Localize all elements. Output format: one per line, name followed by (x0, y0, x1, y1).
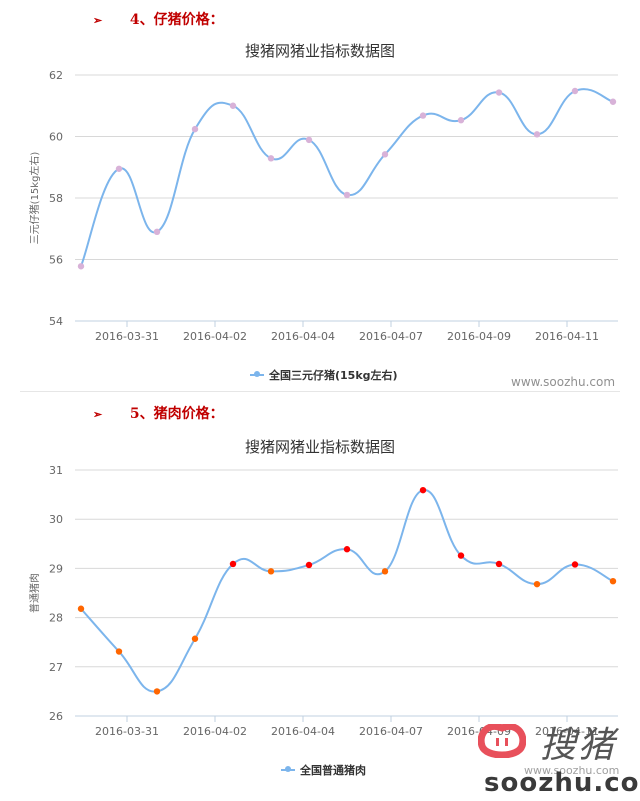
x-tick-label: 2016-04-04 (271, 725, 335, 738)
x-tick-label: 2016-03-31 (95, 725, 159, 738)
watermark-url-big: soozhu.com (484, 768, 640, 798)
y-tick-label: 60 (49, 131, 63, 144)
y-tick-label: 27 (49, 661, 63, 674)
data-point[interactable] (153, 688, 161, 695)
x-tick-label: 2016-04-07 (359, 725, 423, 738)
data-point[interactable] (609, 98, 617, 105)
section-divider (20, 391, 620, 392)
data-point[interactable] (229, 560, 237, 568)
chart-title: 搜猪网猪业指标数据图 (245, 42, 395, 60)
y-tick-label: 58 (49, 192, 63, 205)
data-point[interactable] (571, 87, 579, 95)
x-tick-label: 2016-04-11 (535, 725, 599, 738)
series-line (80, 489, 614, 693)
x-tick-label: 2016-04-07 (359, 330, 423, 343)
chart-title: 搜猪网猪业指标数据图 (245, 438, 395, 456)
x-tick-label: 2016-03-31 (95, 330, 159, 343)
data-point[interactable] (153, 228, 161, 236)
data-point[interactable] (533, 131, 541, 138)
data-point[interactable] (115, 648, 123, 655)
data-point[interactable] (381, 151, 389, 158)
y-tick-label: 56 (49, 254, 63, 267)
piglet-price-chart: 搜猪网猪业指标数据图 54 56 58 60 62 三元仔猪(15kg左右) 2016-03-… (0, 0, 640, 395)
data-point[interactable] (495, 89, 503, 96)
data-point[interactable] (457, 552, 465, 559)
data-point[interactable] (267, 155, 275, 162)
watermark-url-small: www.soozhu.com (524, 764, 620, 777)
data-point[interactable] (305, 136, 313, 144)
data-point[interactable] (229, 102, 237, 109)
section-heading-text: 5、猪肉价格： (129, 406, 224, 422)
legend-label: 全国普通猪肉 (300, 764, 366, 777)
soozhu-watermark: 搜猪 www.soozhu.com soozhu.com (470, 712, 640, 801)
y-tick-label: 31 (49, 464, 63, 477)
legend-line-marker-icon (250, 371, 264, 377)
data-point[interactable] (115, 165, 123, 172)
y-tick-label: 29 (49, 562, 63, 575)
soozhu-logo-icon (478, 724, 526, 758)
data-point[interactable] (457, 117, 465, 124)
data-point[interactable] (343, 191, 351, 199)
data-point[interactable] (495, 560, 503, 568)
legend-line-marker-icon (281, 766, 295, 772)
data-point[interactable] (305, 561, 313, 569)
data-point[interactable] (419, 486, 427, 494)
data-point[interactable] (343, 546, 351, 553)
y-tick-label: 30 (49, 513, 63, 526)
x-tick-label: 2016-04-11 (535, 330, 599, 343)
data-point[interactable] (419, 112, 427, 119)
data-point[interactable] (533, 580, 541, 588)
legend-label: 全国三元仔猪(15kg左右) (269, 369, 398, 382)
data-point[interactable] (77, 263, 85, 270)
x-tick-label: 2016-04-02 (183, 330, 247, 343)
data-point[interactable] (609, 577, 617, 585)
y-tick-label: 28 (49, 612, 63, 625)
section-heading-pork: ➢ 5、猪肉价格： (93, 403, 224, 423)
data-point[interactable] (381, 568, 389, 575)
y-axis-title: 三元仔猪(15kg左右) (28, 152, 41, 245)
chart-plot-area: 搜猪网猪业指标数据图 54 56 58 60 62 三元仔猪(15kg左右) 2016-03-… (28, 42, 618, 343)
y-tick-label: 54 (49, 315, 63, 328)
section-heading-text: 4、仔猪价格： (129, 12, 224, 28)
section-heading-piglet: ➢ 4、仔猪价格： (93, 9, 224, 29)
arrow-bullet-icon: ➢ (93, 408, 103, 421)
y-tick-label: 26 (49, 710, 63, 723)
y-axis-title: 普通猪肉 (28, 573, 41, 613)
x-tick-label: 2016-04-04 (271, 330, 335, 343)
data-point[interactable] (191, 635, 199, 642)
x-tick-label: 2016-04-09 (447, 330, 511, 343)
arrow-bullet-icon: ➢ (93, 14, 103, 27)
watermark-brand-chars: 搜猪 (540, 725, 617, 766)
chart-legend[interactable]: 全国三元仔猪(15kg左右) (250, 367, 398, 383)
chart-legend[interactable]: 全国普通猪肉 (281, 762, 366, 778)
y-tick-label: 62 (49, 69, 63, 82)
data-point[interactable] (77, 605, 85, 612)
data-point[interactable] (191, 125, 199, 133)
data-point[interactable] (571, 561, 579, 568)
chart-credit[interactable]: www.soozhu.com (511, 375, 616, 389)
x-tick-label: 2016-04-02 (183, 725, 247, 738)
data-point[interactable] (267, 568, 275, 575)
